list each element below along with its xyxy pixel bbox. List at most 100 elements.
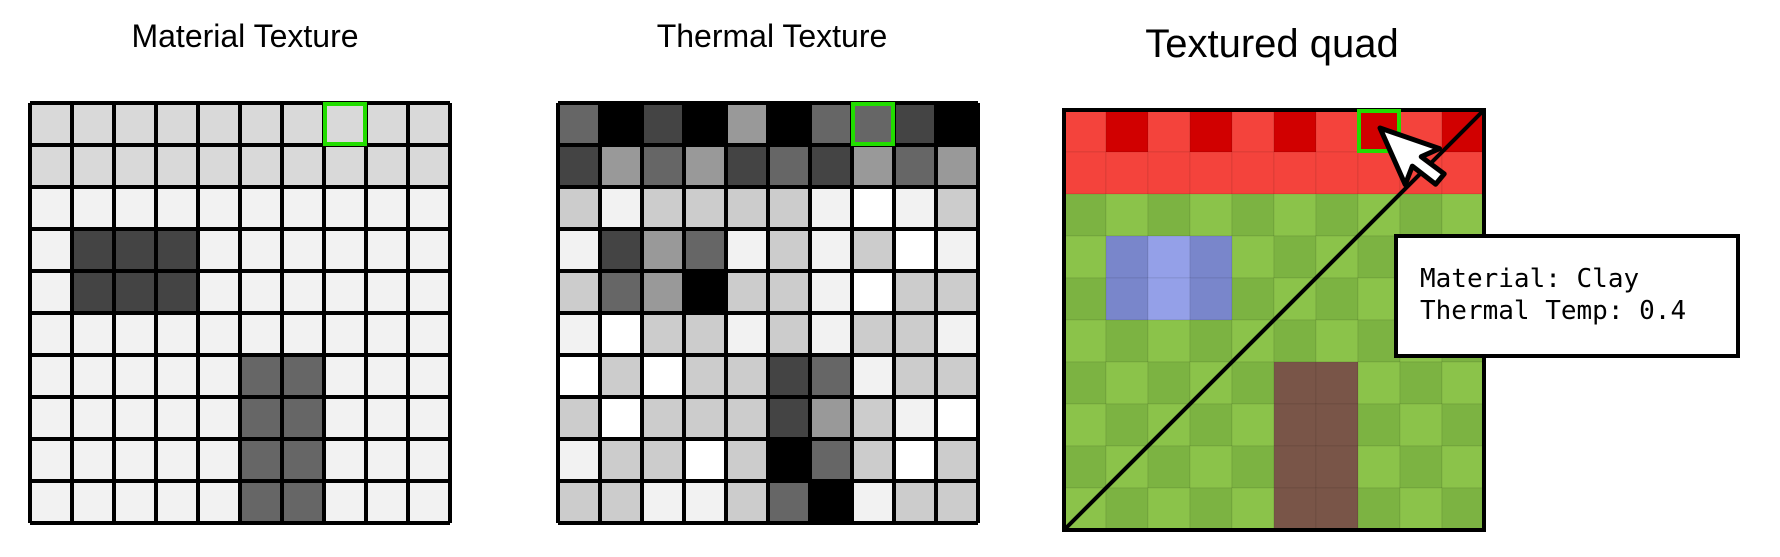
grid-cell <box>936 103 978 145</box>
grid-cell <box>1315 403 1359 447</box>
grid-cell <box>642 439 684 481</box>
grid-cell <box>1315 361 1359 405</box>
grid-cell <box>1315 151 1359 195</box>
grid-cell <box>156 103 198 145</box>
grid-cell <box>408 229 450 271</box>
grid-cell <box>1231 151 1275 195</box>
grid-cell <box>240 187 282 229</box>
grid-cell <box>810 103 852 145</box>
grid-cell <box>936 313 978 355</box>
grid-cell <box>408 481 450 523</box>
grid-cell <box>1063 151 1107 195</box>
grid-cell <box>558 229 600 271</box>
grid-cell <box>810 187 852 229</box>
grid-cell <box>600 145 642 187</box>
grid-cell <box>1231 445 1275 489</box>
grid-cell <box>114 145 156 187</box>
grid-cell <box>30 187 72 229</box>
grid-cell <box>1147 445 1191 489</box>
grid-cell <box>282 229 324 271</box>
grid-cell <box>558 439 600 481</box>
grid-cell <box>366 355 408 397</box>
grid-cell <box>1441 151 1485 195</box>
grid-cell <box>30 439 72 481</box>
grid-cell <box>768 271 810 313</box>
grid-cell <box>324 187 366 229</box>
grid-cell <box>240 397 282 439</box>
grid-cell <box>1063 193 1107 237</box>
grid-cell <box>642 481 684 523</box>
grid-cell <box>1315 193 1359 237</box>
grid-cell <box>600 229 642 271</box>
grid-cell <box>684 145 726 187</box>
grid-cell <box>1315 109 1359 153</box>
grid-cell <box>198 187 240 229</box>
grid-cell <box>72 145 114 187</box>
grid-cell <box>642 397 684 439</box>
grid-cell <box>408 397 450 439</box>
grid-cell <box>1231 403 1275 447</box>
grid-cell <box>1063 319 1107 363</box>
grid-cell <box>1189 445 1233 489</box>
grid-cell <box>768 355 810 397</box>
material-texture-grid <box>28 101 452 525</box>
grid-cell <box>600 481 642 523</box>
grid-cell <box>408 145 450 187</box>
grid-cell <box>114 271 156 313</box>
grid-cell <box>768 439 810 481</box>
grid-cell <box>366 313 408 355</box>
grid-cell <box>324 481 366 523</box>
grid-cell <box>936 481 978 523</box>
grid-cell <box>240 355 282 397</box>
grid-cell <box>684 439 726 481</box>
grid-cell <box>366 439 408 481</box>
grid-cell <box>642 313 684 355</box>
textured-quad-title: Textured quad <box>1145 22 1399 66</box>
grid-cell <box>114 229 156 271</box>
grid-cell <box>240 439 282 481</box>
grid-cell <box>810 271 852 313</box>
grid-cell <box>852 313 894 355</box>
grid-cell <box>1105 151 1149 195</box>
highlighted-cell <box>323 102 367 146</box>
grid-cell <box>114 355 156 397</box>
grid-cell <box>1273 193 1317 237</box>
grid-cell <box>324 103 366 145</box>
grid-cell <box>240 481 282 523</box>
grid-cell <box>198 481 240 523</box>
grid-cell <box>852 439 894 481</box>
grid-cell <box>156 271 198 313</box>
grid-cell <box>1357 403 1401 447</box>
grid-cell <box>726 355 768 397</box>
grid-cell <box>408 187 450 229</box>
grid-cell <box>408 271 450 313</box>
grid-cell <box>600 313 642 355</box>
grid-cell <box>810 145 852 187</box>
grid-cell <box>114 439 156 481</box>
grid-cell <box>726 187 768 229</box>
grid-cell <box>1357 445 1401 489</box>
grid-cell <box>1147 109 1191 153</box>
grid-cell <box>768 397 810 439</box>
grid-cell <box>114 103 156 145</box>
grid-cell <box>1231 193 1275 237</box>
grid-cell <box>240 103 282 145</box>
grid-cell <box>726 103 768 145</box>
grid-cell <box>408 439 450 481</box>
grid-cell <box>324 271 366 313</box>
grid-cell <box>684 103 726 145</box>
grid-cell <box>1105 235 1149 279</box>
grid-cell <box>1231 277 1275 321</box>
grid-cell <box>1399 445 1443 489</box>
grid-cell <box>282 397 324 439</box>
grid-cell <box>282 187 324 229</box>
grid-cell <box>1189 151 1233 195</box>
mouse-pointer-icon <box>1377 125 1447 188</box>
grid-cell <box>684 229 726 271</box>
grid-cell <box>1147 319 1191 363</box>
grid-cell <box>936 439 978 481</box>
grid-cell <box>282 439 324 481</box>
material-texture-title: Material Texture <box>131 18 359 54</box>
grid-cell <box>1357 319 1401 363</box>
grid-cell <box>1315 445 1359 489</box>
